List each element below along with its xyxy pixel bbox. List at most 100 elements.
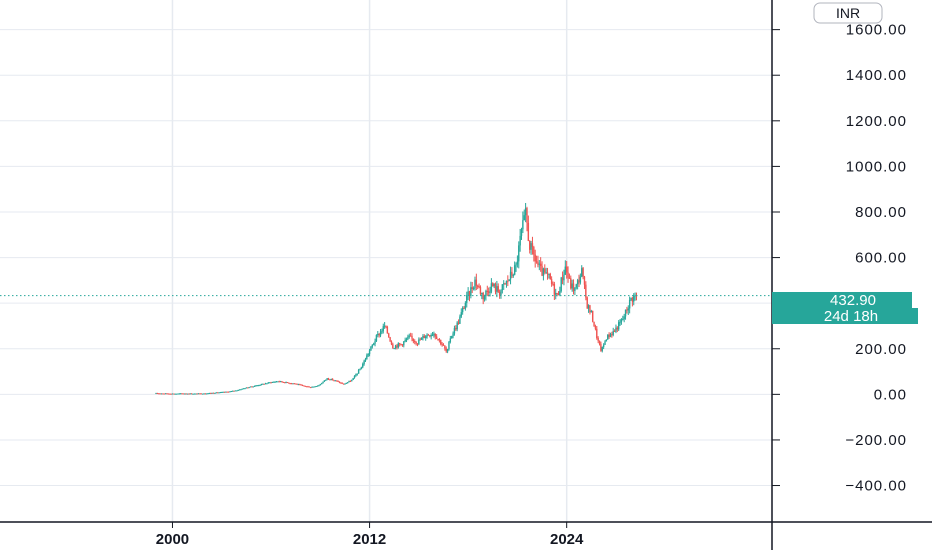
candle-body xyxy=(416,343,419,345)
currency-badge[interactable]: INR xyxy=(813,2,883,24)
x-tick-label: 2000 xyxy=(156,531,189,548)
candle-body xyxy=(442,344,445,346)
candle-body xyxy=(523,215,525,221)
candle-body xyxy=(352,377,354,380)
candle-body xyxy=(460,312,462,317)
candle-body xyxy=(623,316,625,320)
candle-body xyxy=(553,283,556,295)
candle-body xyxy=(236,390,238,392)
candle-body xyxy=(286,382,289,384)
candle-body xyxy=(300,384,302,386)
candle-body xyxy=(527,222,530,241)
candle-body xyxy=(408,335,410,337)
candle-body xyxy=(405,339,408,341)
candle-body xyxy=(501,284,504,291)
candle-body xyxy=(444,345,446,349)
candle-body xyxy=(334,380,337,382)
currency-label: INR xyxy=(836,5,860,21)
candle-body xyxy=(274,381,276,383)
candle-body xyxy=(177,393,179,395)
candle-body xyxy=(567,272,569,278)
candle-body xyxy=(550,279,553,284)
candle-body xyxy=(513,265,516,275)
countdown-tag: 24d 18h xyxy=(772,308,918,325)
candle-body xyxy=(281,381,283,383)
candle-body xyxy=(179,393,182,395)
candle-body xyxy=(541,265,543,276)
candle-body xyxy=(258,385,260,387)
candle-body xyxy=(544,268,546,273)
candle-body xyxy=(290,383,293,385)
candle-body xyxy=(427,334,430,336)
candle-body xyxy=(346,382,349,384)
candle-body xyxy=(349,381,352,383)
candle-body xyxy=(418,339,420,344)
candle-body xyxy=(538,263,541,265)
candle-body xyxy=(214,392,216,394)
candle-body xyxy=(359,369,361,371)
candle-body xyxy=(626,309,628,311)
candle-body xyxy=(244,388,246,390)
candle-body xyxy=(255,385,257,387)
candle-body xyxy=(252,386,254,388)
candle-body xyxy=(627,308,629,311)
candle-body xyxy=(363,360,365,365)
candle-body xyxy=(264,383,267,385)
y-tick-label: 200.00 xyxy=(855,341,907,358)
y-tick-label: 600.00 xyxy=(855,250,907,267)
candle-body xyxy=(372,343,375,345)
candle-body xyxy=(263,383,265,385)
candle-body xyxy=(208,392,211,394)
candle-body xyxy=(203,393,205,395)
candle-body xyxy=(316,385,319,387)
candle-body xyxy=(470,287,472,296)
candle-body xyxy=(404,339,406,342)
candle-body xyxy=(195,393,197,395)
candle-body xyxy=(464,302,467,309)
candle-body xyxy=(555,292,557,295)
candle-body xyxy=(403,341,405,346)
y-tick-label: 1200.00 xyxy=(846,113,907,130)
candle-body xyxy=(407,336,409,340)
candle-body xyxy=(268,382,271,384)
candle-body xyxy=(607,334,609,340)
candle-body xyxy=(237,389,239,391)
candle-body xyxy=(319,384,321,386)
candle-body xyxy=(340,382,342,384)
candle-body xyxy=(397,343,400,348)
candle-body xyxy=(184,393,186,395)
candle-body xyxy=(323,380,326,382)
candle-body xyxy=(389,337,391,342)
candle-body xyxy=(227,391,230,393)
candle-body xyxy=(419,339,421,341)
candle-body xyxy=(453,328,456,334)
candle-body xyxy=(557,294,560,296)
candle-body xyxy=(548,273,550,275)
candle-body xyxy=(504,283,506,285)
candle-body xyxy=(166,393,168,395)
candle-body xyxy=(628,299,631,309)
candle-body xyxy=(292,383,294,385)
candle-body xyxy=(325,379,327,381)
candle-body xyxy=(381,331,383,333)
candle-body xyxy=(242,388,245,390)
candle-body xyxy=(314,386,316,388)
candle-body xyxy=(326,378,328,380)
candle-body xyxy=(485,290,487,296)
candle-body xyxy=(511,271,513,276)
candle-body xyxy=(530,243,532,250)
candle-body xyxy=(467,291,469,296)
candle-body xyxy=(199,393,201,395)
candle-body xyxy=(585,284,587,298)
candle-body xyxy=(156,393,159,395)
candle-body xyxy=(189,393,191,395)
candle-body xyxy=(368,350,371,355)
candle-body xyxy=(173,393,175,395)
candle-body xyxy=(259,384,261,386)
candle-body xyxy=(430,335,432,337)
candle-body xyxy=(563,274,565,281)
candle-body xyxy=(522,220,524,230)
candle-body xyxy=(182,393,185,395)
candle-body xyxy=(388,333,390,338)
candle-body xyxy=(251,386,253,388)
